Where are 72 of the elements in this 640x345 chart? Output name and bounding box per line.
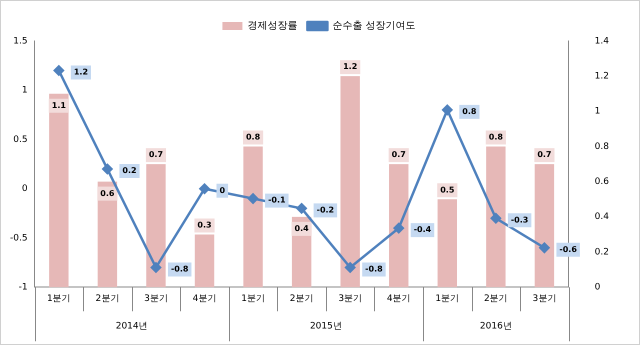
x-tick-label: 3분기: [532, 294, 556, 304]
data-label: 1.2: [343, 62, 358, 72]
y2-tick-label: 1.4: [594, 36, 610, 46]
point: [344, 262, 356, 273]
data-label: 0.5: [440, 185, 455, 194]
y2-tick-label: 0.8: [594, 142, 610, 152]
bar: [389, 164, 408, 288]
legend-label: 경제성장률: [247, 20, 298, 32]
data-label: -0.4: [414, 225, 432, 234]
y2-tick-label: 0.2: [594, 247, 610, 258]
bar: [146, 164, 166, 288]
data-label: 0.2: [122, 166, 137, 176]
x-tick-label: 1분기: [435, 294, 460, 304]
y-tick-label: 1: [22, 86, 28, 96]
point: [102, 164, 113, 174]
y-tick-label: -1: [18, 282, 28, 293]
point: [296, 203, 307, 214]
point: [442, 104, 453, 116]
point: [150, 262, 162, 273]
data-label: -0.2: [316, 205, 334, 214]
bar: [49, 94, 69, 288]
data-label: -0.8: [170, 264, 189, 274]
x-tick-label: 2분기: [290, 294, 314, 304]
text: 2014년: [116, 322, 148, 332]
data-label: 0.7: [537, 150, 552, 160]
data-label: 1.2: [74, 68, 88, 77]
y-tick-label: 1.5: [13, 36, 28, 46]
point: [539, 242, 550, 254]
bar: [243, 146, 263, 288]
bar: [486, 146, 506, 288]
y2-tick-label: 0.4: [594, 212, 610, 222]
point: [199, 183, 210, 194]
data-label: 0.6: [100, 188, 115, 198]
point: [393, 222, 404, 234]
data-label: -0.3: [510, 215, 528, 224]
bar: [340, 76, 360, 288]
data-label: 0.8: [488, 132, 504, 142]
x-tick-label: 1분기: [241, 294, 265, 304]
data-label: -0.1: [268, 196, 286, 205]
data-label: 0.4: [294, 224, 310, 233]
bar: [438, 199, 458, 288]
x-tick-label: 4분기: [386, 294, 411, 304]
data-label: -0.6: [559, 244, 578, 254]
x-tick-label: 3분기: [144, 294, 168, 304]
text: 2015년: [310, 322, 342, 332]
y2-tick-label: 1.2: [594, 72, 610, 82]
bar: [534, 164, 554, 288]
point: [248, 193, 258, 204]
data-label: 0.8: [246, 132, 261, 142]
data-label: 0.3: [197, 220, 212, 230]
y2-tick-label: 0.6: [594, 177, 610, 188]
y2-tick-label: 1: [594, 106, 600, 117]
data-label: 0.7: [148, 150, 164, 160]
x-tick-label: 4분기: [192, 294, 216, 304]
data-label: 0.8: [462, 107, 477, 116]
data-label: 1.1: [52, 100, 66, 110]
bar: [194, 234, 214, 288]
point: [54, 65, 64, 76]
x-tick-label: 2분기: [484, 294, 508, 304]
y-tick-label: 0.5: [13, 134, 28, 145]
x-tick-label: 2분기: [96, 294, 120, 304]
y-tick-label: -0.5: [10, 233, 28, 244]
point: [490, 213, 502, 224]
y-tick-label: 0: [22, 184, 28, 194]
y2-tick-label: 0: [594, 282, 601, 293]
x-tick-label: 3분기: [338, 294, 362, 304]
x-tick-label: 1분기: [46, 294, 71, 304]
data-label: 0.7: [392, 150, 406, 160]
data-label: 0: [220, 186, 226, 195]
text: 2016년: [480, 322, 512, 332]
legend-label: 순수출 성장기여도: [332, 20, 416, 32]
data-label: -0.8: [365, 264, 384, 274]
